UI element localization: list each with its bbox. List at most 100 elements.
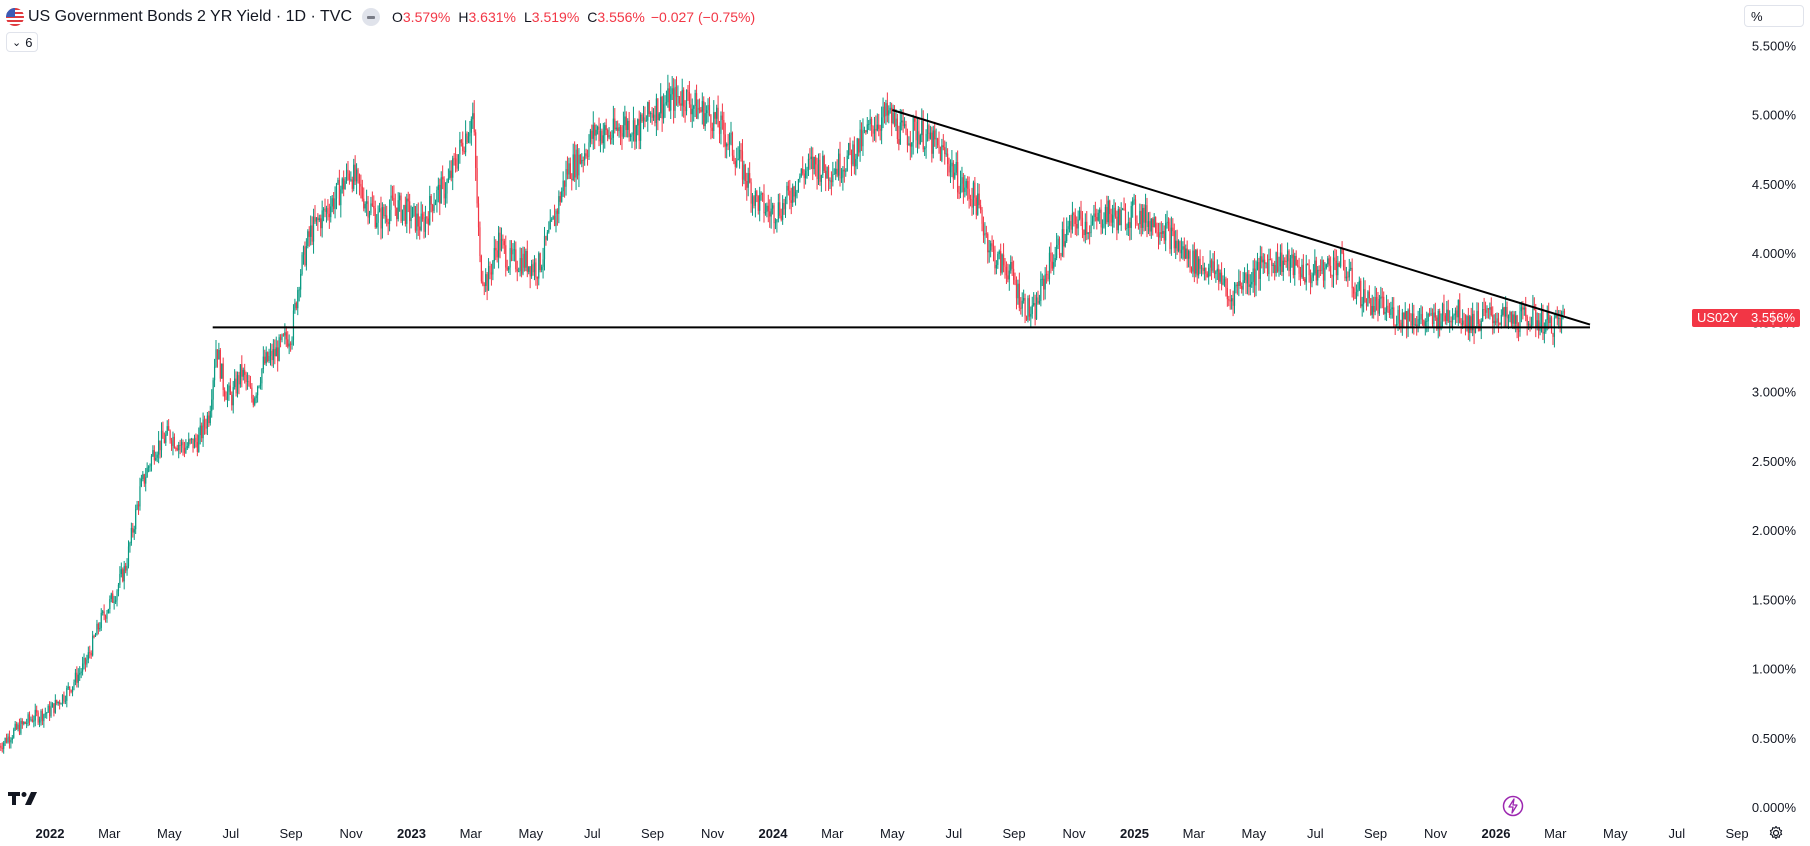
candle-body [1512, 314, 1514, 324]
candle-body [83, 658, 85, 664]
candle-body [941, 145, 943, 161]
candle-body [1345, 276, 1348, 279]
candle-body [1229, 300, 1231, 302]
candle-body [671, 88, 673, 95]
candle-body [510, 248, 513, 255]
candle-body [770, 208, 772, 217]
time-axis-tick-label: Nov [1424, 826, 1448, 841]
candle-body [125, 565, 127, 571]
candle-body [38, 719, 41, 723]
candle-body [248, 381, 250, 387]
candle-body [1060, 254, 1062, 256]
candle-body [568, 163, 570, 175]
time-axis: 2022 Mar May Jul Sep Nov 2023 Mar May Jul Sep Nov 20… [36, 826, 1749, 841]
candle-body [1426, 321, 1428, 322]
candle-body [1470, 316, 1472, 331]
candle-body [143, 474, 145, 484]
candle-body [1136, 220, 1138, 224]
candle-body [489, 265, 491, 273]
candle-body [192, 438, 194, 449]
candle-body [658, 113, 660, 121]
candle-body [444, 193, 447, 199]
candle-body [648, 102, 650, 114]
symbol-title[interactable]: US Government Bonds 2 YR Yield · 1D · TV… [28, 8, 352, 25]
candle-body [205, 426, 207, 429]
candle-body [1285, 260, 1287, 262]
candle-body [86, 659, 88, 665]
candle-body [693, 106, 695, 109]
candle-body [1251, 281, 1253, 285]
candle-body [503, 240, 505, 246]
candle-body [145, 477, 147, 484]
candle-body [694, 93, 696, 106]
candle-body [1335, 260, 1337, 276]
candle-body [1378, 298, 1380, 314]
candle-body [1328, 258, 1330, 266]
candle-body [327, 208, 329, 214]
time-axis-tick-label: Sep [1364, 826, 1387, 841]
candle-body [13, 729, 15, 738]
candle-body [1156, 232, 1158, 234]
candle-body [1384, 311, 1386, 314]
candle-body [1233, 287, 1236, 306]
candle-body [345, 169, 348, 181]
candle-body [1048, 252, 1051, 280]
candle-body [1259, 256, 1261, 279]
candle-body [1044, 274, 1046, 290]
settings-gear-icon[interactable] [1768, 825, 1784, 846]
candle-body [846, 155, 848, 171]
candle-body [1421, 313, 1424, 320]
candle-body [1292, 254, 1294, 276]
candle-body [1103, 223, 1105, 227]
candle-body [1152, 218, 1154, 228]
candle-body [684, 106, 686, 112]
candle-body [407, 198, 409, 202]
candle-body [376, 222, 378, 228]
time-axis-tick-label: May [157, 826, 182, 841]
candle-body [404, 205, 406, 224]
candle-body [1, 747, 3, 749]
candle-body [868, 124, 870, 125]
candle-body [571, 178, 573, 180]
candle-body [1284, 260, 1286, 262]
candle-body [17, 724, 19, 730]
candle-body [579, 154, 581, 164]
candle-body [599, 130, 602, 142]
candle-body [49, 705, 51, 717]
candle-body [546, 232, 548, 240]
candle-body [929, 132, 931, 139]
candle-body [812, 156, 814, 170]
candle-body [198, 435, 200, 452]
candle-body [576, 149, 579, 176]
candle-body [961, 177, 963, 184]
candle-body [939, 146, 942, 161]
candle-body [1066, 229, 1068, 242]
candle-body [1172, 227, 1174, 232]
candle-body [1527, 323, 1530, 326]
candle-body [753, 196, 755, 206]
resistance-trendline[interactable] [892, 109, 1591, 326]
candle-body [1429, 313, 1431, 315]
candle-body [172, 436, 174, 446]
candle-body [1487, 308, 1490, 310]
more-options-icon[interactable] [362, 8, 380, 26]
candle-body [734, 161, 736, 167]
tradingview-logo-icon[interactable] [8, 790, 40, 811]
price-scale-unit-selector[interactable]: % [1744, 5, 1804, 27]
candle-body [490, 272, 493, 275]
candle-body [1483, 309, 1485, 310]
candle-body [136, 504, 138, 510]
candle-body [70, 689, 72, 693]
candle-body [122, 569, 124, 582]
candle-body [1163, 231, 1165, 241]
candle-body [353, 164, 355, 189]
candle-body [1364, 289, 1366, 302]
lightning-icon[interactable] [1502, 795, 1524, 822]
candle-body [322, 208, 325, 211]
candle-body [229, 385, 231, 395]
indicators-toggle-button[interactable]: ⌄ 6 [6, 32, 39, 52]
candle-body [383, 207, 385, 216]
candle-body [267, 352, 269, 362]
candle-body [1216, 268, 1218, 272]
